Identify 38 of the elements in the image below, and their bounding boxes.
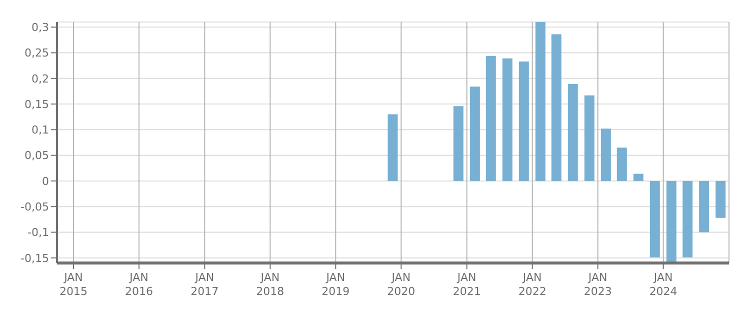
bar <box>535 22 546 181</box>
bar <box>584 95 594 181</box>
y-tick-label: 0,2 <box>32 72 49 86</box>
bar <box>518 61 529 181</box>
bar <box>633 174 644 181</box>
x-tick-label: JAN 2019 <box>322 271 350 298</box>
y-tick-label: -0,05 <box>20 200 49 214</box>
bar <box>502 58 512 181</box>
bar <box>682 180 693 258</box>
bar <box>551 34 562 181</box>
bar <box>666 180 676 263</box>
bar <box>568 84 578 181</box>
x-tick-label: JAN 2020 <box>387 271 416 298</box>
bar <box>616 148 627 181</box>
y-tick-label: 0,05 <box>24 149 49 162</box>
x-tick-label: JAN 2017 <box>190 271 219 298</box>
x-tick-label: JAN 2018 <box>256 271 284 298</box>
bar <box>470 86 480 181</box>
bar <box>388 114 398 181</box>
y-tick-label: 0,15 <box>24 98 49 111</box>
y-tick-label: -0,1 <box>28 226 49 240</box>
bar <box>600 128 611 181</box>
bar <box>486 56 496 181</box>
bar <box>716 180 726 218</box>
y-tick-label: 0,1 <box>32 124 49 137</box>
x-tick-label: JAN 2022 <box>518 271 546 298</box>
y-tick-label: 0 <box>42 174 49 188</box>
x-tick-label: JAN 2015 <box>60 271 88 298</box>
x-tick-label: JAN 2016 <box>125 271 154 298</box>
x-tick-label: JAN 2024 <box>649 271 678 298</box>
bar <box>650 180 660 258</box>
x-tick-label: JAN 2021 <box>452 271 481 298</box>
y-tick-label: 0,25 <box>24 46 49 60</box>
bar <box>453 106 464 181</box>
y-tick-label: 0,3 <box>32 21 49 34</box>
bar <box>699 180 710 232</box>
x-tick-label: JAN 2023 <box>584 271 612 298</box>
y-tick-label: -0,15 <box>20 252 49 265</box>
